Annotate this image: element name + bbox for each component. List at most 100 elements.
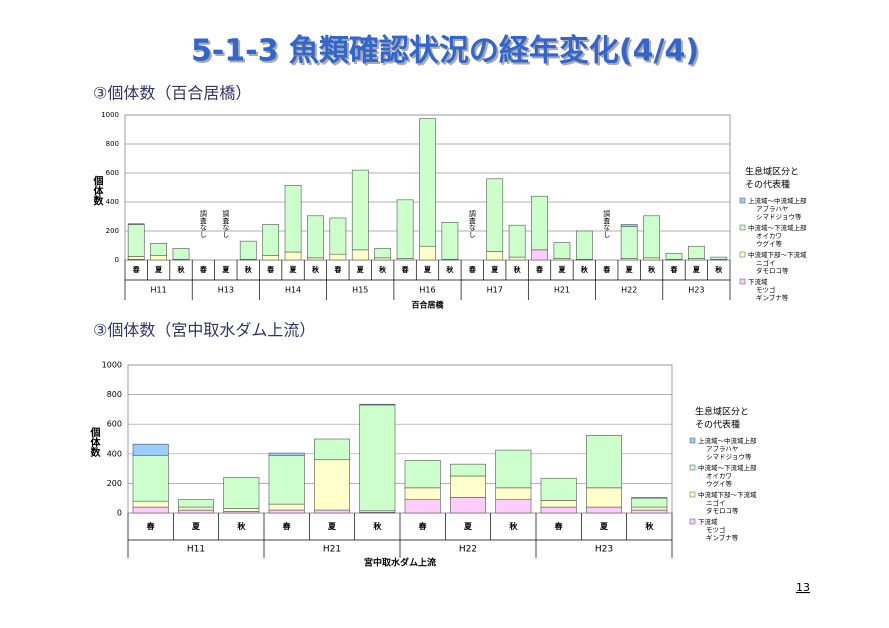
y-tick-label: 200 [107,479,122,488]
x-tick-label: 夏 [327,522,337,531]
x-tick-label: 夏 [154,265,163,274]
bar-segment [404,460,441,489]
plot-area [127,364,673,514]
bar-segment [178,506,214,511]
group-label: H17 [487,286,503,295]
bar-segment [314,438,350,461]
bar-segment [540,506,577,514]
x-tick-label: 秋 [648,265,656,274]
legend-example: アブラハヤ [706,444,738,453]
y-tick-label: 800 [106,140,119,148]
legend-example: オイカワ [706,472,732,480]
y-tick-label: 200 [106,227,119,235]
legend-swatch [739,224,746,231]
x-tick-label: 春 [419,521,427,531]
bar-segment [631,497,668,508]
group-label: H23 [595,545,613,555]
bar-segment [404,487,441,500]
group-label: H23 [688,286,704,295]
x-tick-label: 夏 [557,265,566,274]
x-tick-label: 秋 [379,265,387,274]
bar-segment [329,253,347,261]
bar-segment [495,499,532,514]
bar-segment [351,169,369,251]
legend-label: 中流域下部～下流域 [698,490,757,499]
bar-segment [132,454,169,502]
legend-example: タモロコ等 [756,266,789,275]
bar-segment [631,506,668,511]
x-tick-label: 春 [283,521,291,531]
bar-segment [665,253,683,260]
page-number: 13 [796,581,810,594]
legend-title: その代表種 [695,419,740,431]
group-label: H13 [218,286,234,295]
bar-segment [132,500,169,508]
y-tick-label: 400 [106,198,119,206]
bar-segment [351,249,369,261]
group-label: H16 [419,286,435,295]
bar-segment [314,509,350,514]
bar-segment [268,509,305,514]
legend-example: シマドジョウ等 [756,212,802,221]
bar-segment [575,230,593,260]
title-shadow: 5-1-3 魚類確認状況の経年変化(4/4) [193,36,701,71]
legend-swatch [689,518,696,525]
y-tick-label: 1000 [101,111,119,119]
y-axis-label: 個体数 [91,174,104,206]
bar-segment [239,240,257,260]
bar-segment [359,403,396,406]
group-label: H22 [621,286,637,295]
legend-swatch [689,464,696,471]
slide-title: 5-1-3 魚類確認状況の経年変化(4/4) [191,34,699,69]
bar-segment [127,256,145,260]
bar-segment [631,509,668,514]
group-label: H22 [459,545,477,555]
x-tick-label: 春 [535,265,544,274]
legend-label: 中流域下部～下流域 [748,250,807,259]
x-tick-label: 春 [468,265,477,274]
bar-segment [132,506,169,514]
bar-segment [284,185,302,253]
y-tick-label: 1000 [102,361,122,370]
group-label: H15 [352,286,368,295]
x-tick-label: 春 [333,265,342,274]
bar-segment [531,249,548,261]
bar-segment [586,506,622,514]
bar-segment [268,503,305,511]
bar-segment [178,509,214,514]
x-tick-label: 秋 [446,265,454,274]
legend-example: ギンブナ等 [756,293,789,302]
bar-segment [495,449,532,489]
bar-segment [540,500,577,508]
x-tick-label: 夏 [490,265,499,274]
bar-segment [284,251,302,261]
legend-label: 中流域～下流域上部 [698,463,757,472]
legend-label: 下流域 [698,517,718,526]
bar-segment [586,487,622,508]
x-tick-label: 夏 [191,522,201,531]
bar-segment [172,248,190,260]
bar-segment [374,257,392,261]
bar-segment [223,508,260,512]
bar-segment [307,257,324,261]
bar-segment [486,178,504,252]
bar-segment [359,404,396,512]
bar-segment [268,454,305,505]
bar-segment [643,257,660,261]
x-tick-label: 春 [555,521,563,531]
bar-segment [268,452,305,456]
y-axis-label: 個体数 [88,426,101,458]
legend-label: 中流域～下流域上部 [748,223,807,232]
legend-example: タモロコ等 [706,506,739,515]
group-label: H14 [285,286,301,295]
no-survey-note: 調査なし [603,209,611,238]
group-label: H21 [323,545,341,555]
bar-segment [486,251,504,261]
x-tick-label: 春 [199,265,208,274]
chart-subtitle: ③個体数（宮中取水ダム上流） [93,321,315,340]
y-tick-label: 600 [107,420,122,429]
legend-swatch [739,278,746,285]
bar-segment [450,475,486,498]
bar-segment [262,255,280,261]
x-tick-label: 夏 [289,265,298,274]
